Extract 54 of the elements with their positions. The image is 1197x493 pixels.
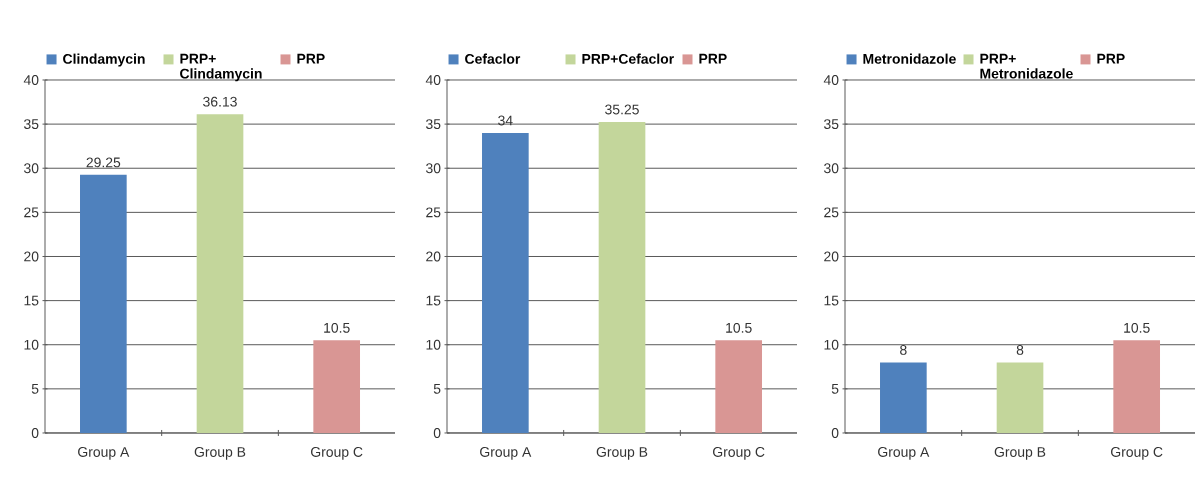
- y-tick-label: 0: [831, 428, 839, 438]
- y-tick-label: 20: [24, 251, 39, 262]
- legend-label: PRP+ Clindamycin: [180, 53, 262, 82]
- data-label: 35.25: [605, 104, 639, 115]
- y-tick-label: 15: [824, 295, 839, 306]
- y-tick-label: 20: [426, 251, 441, 262]
- x-tick-label: Group B: [194, 446, 246, 460]
- legend-label: Cefaclor: [465, 53, 521, 64]
- y-tick-label: 35: [426, 119, 441, 130]
- y-tick-label: 40: [823, 75, 839, 85]
- legend-label: PRP+Cefaclor: [582, 53, 674, 64]
- y-tick-label: 30: [426, 163, 441, 174]
- y-tick-label: 40: [425, 75, 441, 85]
- legend-label: Metronidazole: [863, 53, 956, 64]
- x-tick-label: Group A: [78, 446, 130, 460]
- y-tick-label: 10: [426, 339, 441, 350]
- y-tick-label: 5: [831, 384, 839, 394]
- x-tick-label: Group C: [1111, 446, 1163, 460]
- y-tick-label: 10: [24, 339, 39, 350]
- y-tick-label: 10: [824, 339, 839, 350]
- data-label: 29.25: [86, 157, 121, 168]
- y-tick-label: 5: [31, 384, 39, 394]
- y-tick-label: 0: [433, 428, 441, 438]
- y-tick-label: 5: [433, 384, 441, 394]
- x-tick-label: Group B: [994, 446, 1046, 460]
- y-tick-label: 15: [426, 295, 441, 306]
- y-tick-label: 0: [31, 428, 39, 438]
- data-label: 10.5: [324, 322, 350, 333]
- legend-label: PRP: [297, 53, 325, 64]
- legend-label: PRP: [699, 53, 727, 64]
- y-tick-label: 35: [824, 119, 839, 130]
- data-label: 36.13: [203, 96, 237, 107]
- data-label: 10.5: [726, 322, 752, 333]
- y-tick-label: 15: [24, 295, 39, 306]
- data-label: 8: [1016, 344, 1024, 355]
- y-tick-label: 30: [24, 163, 39, 174]
- x-tick-label: Group A: [480, 446, 532, 460]
- y-tick-label: 20: [824, 251, 839, 262]
- y-tick-label: 40: [23, 75, 39, 85]
- y-tick-label: 25: [824, 207, 839, 218]
- legend-label: PRP+ Metronidazole: [980, 53, 1073, 79]
- x-tick-label: Group A: [878, 446, 930, 460]
- data-label: 34: [498, 115, 513, 126]
- x-tick-label: Group B: [596, 446, 648, 460]
- data-label: 8: [900, 344, 907, 355]
- x-tick-label: Group C: [311, 446, 363, 460]
- legend-label: Clindamycin: [63, 53, 145, 67]
- data-label: 10.5: [1124, 322, 1150, 333]
- y-tick-label: 30: [824, 163, 839, 174]
- y-tick-label: 35: [24, 119, 39, 130]
- y-tick-label: 25: [426, 207, 441, 218]
- y-tick-label: 25: [24, 207, 39, 218]
- legend-label: PRP: [1097, 53, 1125, 64]
- x-tick-label: Group C: [713, 446, 765, 460]
